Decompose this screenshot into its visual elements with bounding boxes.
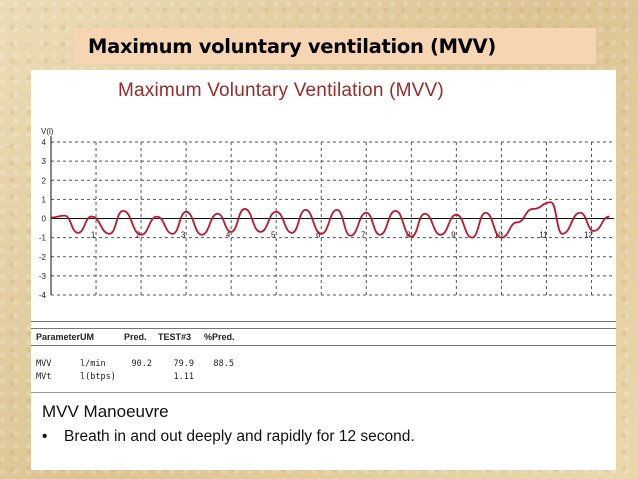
y-tick-label: 4: [42, 138, 47, 147]
table-cell: 88.5: [213, 359, 234, 369]
table-cell: 90.2: [131, 359, 152, 369]
bullet-icon: •: [42, 428, 48, 445]
slide-title: Maximum voluntary ventilation (MVV): [88, 34, 496, 58]
notes-item-text: Breath in and out deeply and rapidly for…: [64, 428, 415, 445]
x-tick-label: 1: [91, 231, 96, 240]
y-tick-label: 0: [42, 215, 47, 224]
x-tick-label: 12: [584, 231, 593, 240]
divider-bottom: [31, 392, 616, 393]
x-tick-label: 6: [316, 231, 321, 240]
mvv-trace-line: [50, 201, 610, 239]
y-tick-label: 1: [42, 195, 47, 204]
y-axis-label: V(l): [41, 127, 54, 136]
x-tick-label: 9: [451, 231, 456, 240]
divider-header: [31, 345, 616, 346]
col-header: UM: [80, 332, 94, 342]
table-cell: [194, 372, 234, 382]
table-cell: MVV: [36, 359, 52, 369]
slide-title-bar: Maximum voluntary ventilation (MVV): [74, 28, 596, 64]
x-tick-label: 7: [361, 231, 366, 240]
table-cell: [124, 372, 152, 382]
y-tick-label: -3: [39, 272, 47, 281]
table-cell: MVt: [36, 372, 52, 382]
y-tick-label: -2: [39, 253, 47, 262]
col-header: TEST#3: [158, 332, 192, 342]
table-row: MVt l(btps) 1.11: [36, 372, 234, 382]
x-tick-label: 2: [136, 231, 141, 240]
x-tick-label: 4: [226, 231, 231, 240]
chart-title: Maximum Voluntary Ventilation (MVV): [118, 80, 444, 101]
x-tick-label: 5: [271, 231, 276, 240]
y-tick-label: -1: [39, 234, 47, 243]
y-tick-label: -4: [39, 291, 47, 300]
col-header: %Pred.: [204, 332, 235, 342]
col-header: Parameter: [36, 332, 81, 342]
table-cell: 1.11: [173, 372, 194, 382]
divider-table: [31, 328, 616, 329]
table-cell: l(btps): [80, 372, 116, 382]
table-cell: 79.9: [173, 359, 194, 369]
y-tick-label: 3: [42, 157, 47, 166]
divider-top: [31, 321, 616, 322]
y-tick-label: 2: [42, 176, 47, 185]
x-tick-label: 3: [181, 231, 186, 240]
table-header: Parameter UM Pred. TEST#3 %Pred.: [36, 332, 244, 342]
table-row: MVV l/min 90.2 79.9 88.5: [36, 359, 234, 369]
notes-item: • Breath in and out deeply and rapidly f…: [42, 428, 415, 446]
notes-heading: MVV Manoeuvre: [42, 402, 169, 421]
col-header: Pred.: [124, 332, 147, 342]
x-tick-label: 11: [539, 231, 548, 240]
table-cell: l/min: [80, 359, 106, 369]
content-panel: [31, 70, 616, 470]
